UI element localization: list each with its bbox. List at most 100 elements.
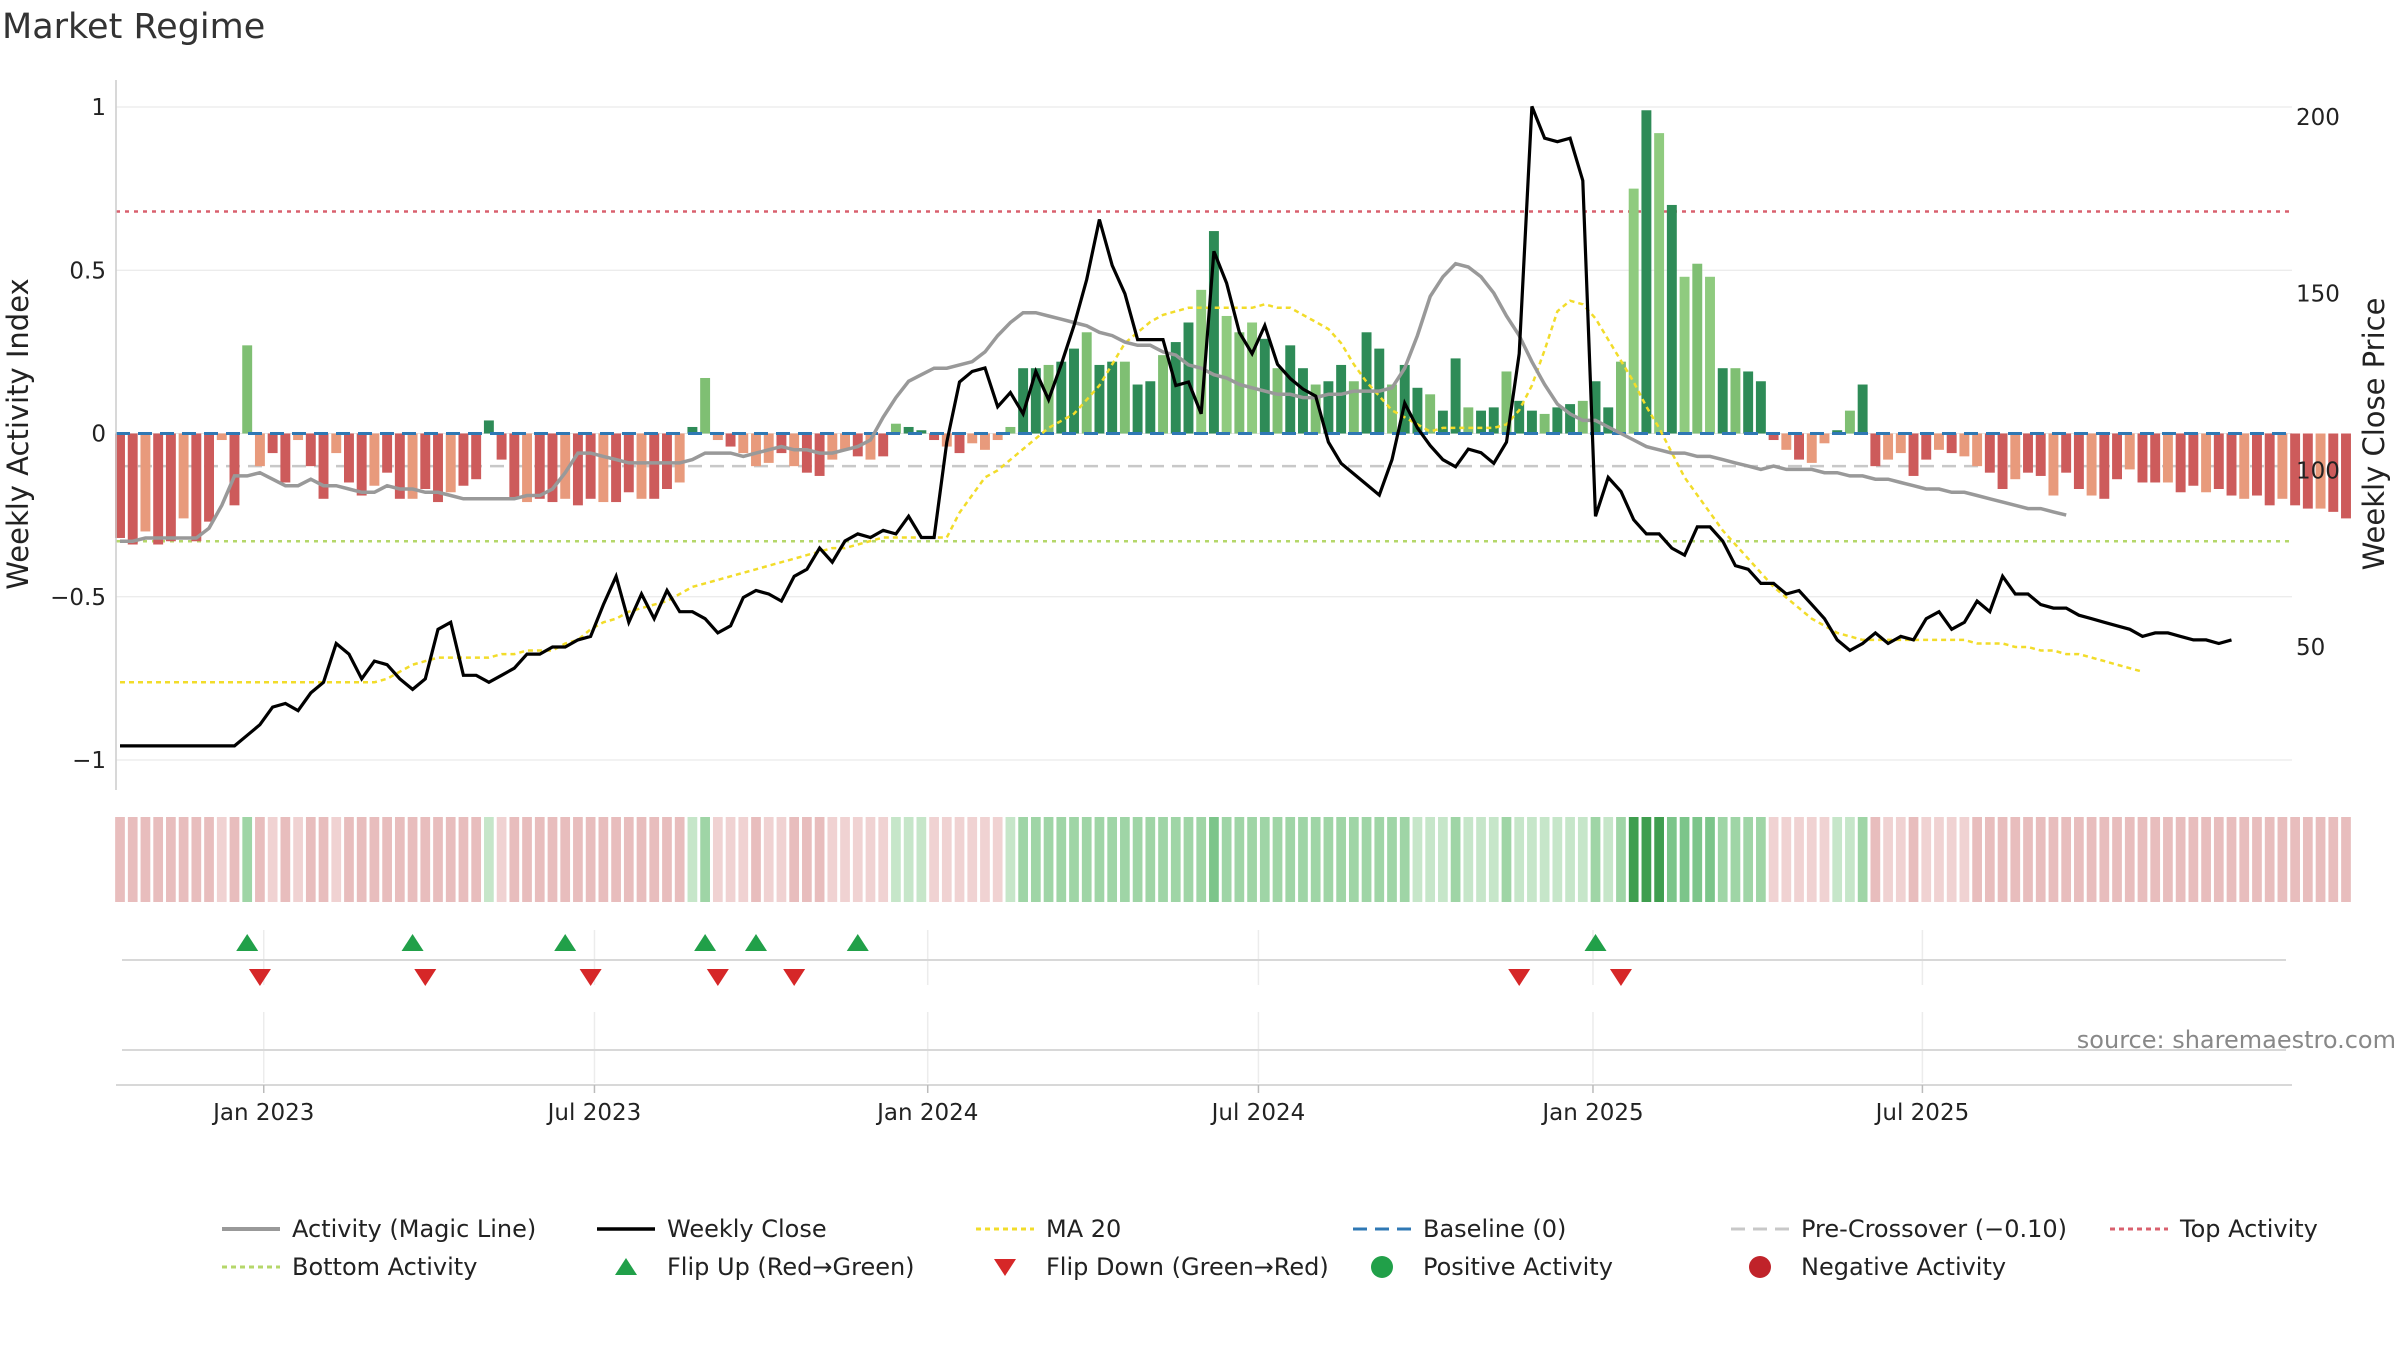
legend-label: MA 20 xyxy=(1046,1215,1121,1243)
regime-cell xyxy=(1514,817,1525,902)
activity-bar xyxy=(725,433,736,447)
regime-cell xyxy=(1832,817,1843,902)
activity-bar xyxy=(2099,433,2110,499)
activity-bar xyxy=(178,433,189,519)
activity-bar xyxy=(572,433,583,506)
regime-cell xyxy=(1794,817,1804,902)
activity-bar xyxy=(1310,384,1321,434)
activity-bar xyxy=(280,433,291,483)
regime-cell xyxy=(1488,817,1499,902)
y-tick-label-right: 200 xyxy=(2296,105,2340,131)
activity-bar xyxy=(2010,433,2021,480)
regime-cell xyxy=(1603,817,1614,902)
regime-cell xyxy=(725,817,736,902)
legend-label: Top Activity xyxy=(2179,1215,2318,1243)
regime-cell xyxy=(2175,817,2186,902)
activity-bar xyxy=(992,433,1003,441)
activity-bar xyxy=(204,433,215,522)
regime-cell xyxy=(1336,817,1346,902)
activity-bar xyxy=(967,433,978,444)
regime-cell xyxy=(1984,817,1995,902)
regime-cell xyxy=(1883,817,1893,902)
regime-cell xyxy=(611,817,621,902)
regime-cell xyxy=(445,817,456,902)
activity-bar xyxy=(2341,433,2351,519)
regime-cell xyxy=(1819,817,1830,902)
activity-bar xyxy=(382,433,393,473)
regime-cell xyxy=(1298,817,1308,902)
regime-cell xyxy=(229,817,240,902)
regime-cell xyxy=(1170,817,1181,902)
regime-cell xyxy=(2341,817,2351,902)
activity-bar xyxy=(1832,430,1843,434)
activity-bar xyxy=(1539,413,1550,434)
regime-cell xyxy=(2315,817,2326,902)
flip-down-marker xyxy=(1609,969,1632,986)
y-axis-label-right: Weekly Close Price xyxy=(2357,298,2391,571)
activity-bar xyxy=(1323,381,1334,434)
regime-cell xyxy=(1259,817,1270,902)
activity-bar xyxy=(2162,433,2173,483)
activity-bar xyxy=(1692,263,1703,434)
activity-bar xyxy=(2328,433,2339,512)
regime-cell xyxy=(1221,817,1232,902)
activity-bar xyxy=(636,433,647,499)
activity-bars xyxy=(115,110,2351,545)
activity-bar xyxy=(1208,231,1219,434)
regime-cell xyxy=(598,817,609,902)
legend-item: Flip Down (Green→Red) xyxy=(994,1253,1329,1281)
activity-bar xyxy=(2137,433,2148,483)
regime-cell xyxy=(2226,817,2237,902)
regime-cell xyxy=(1768,817,1779,902)
regime-cell xyxy=(522,817,532,902)
regime-cell xyxy=(1183,817,1194,902)
regime-cell xyxy=(852,817,863,902)
activity-bar xyxy=(2226,433,2237,496)
activity-bar xyxy=(611,433,622,503)
activity-bar xyxy=(560,433,571,499)
activity-bar xyxy=(1297,368,1308,434)
activity-bar xyxy=(1666,204,1677,434)
activity-bar xyxy=(1565,404,1576,434)
activity-bar xyxy=(1196,289,1207,434)
regime-cell xyxy=(2035,817,2046,902)
activity-bar xyxy=(433,433,443,503)
y-tick-label-right: 150 xyxy=(2296,282,2340,308)
regime-cell xyxy=(1705,817,1715,902)
regime-cell xyxy=(394,817,405,902)
regime-cell xyxy=(2137,817,2148,902)
activity-bar xyxy=(1628,188,1639,434)
flip-markers xyxy=(122,934,2286,1051)
activity-bar xyxy=(1768,433,1779,441)
activity-bar xyxy=(979,433,990,450)
activity-bar xyxy=(738,433,749,454)
flip-up-marker xyxy=(745,934,767,951)
regime-cell xyxy=(1043,817,1054,902)
activity-bar xyxy=(1005,426,1016,434)
activity-bar xyxy=(903,426,914,434)
regime-cell xyxy=(2239,817,2250,902)
regime-cell xyxy=(1438,817,1448,902)
activity-bar xyxy=(1361,332,1372,434)
regime-cell xyxy=(407,817,418,902)
activity-bar xyxy=(483,420,494,434)
activity-bar xyxy=(2213,433,2224,490)
regime-cell xyxy=(1845,817,1855,902)
regime-cell xyxy=(2302,817,2313,902)
activity-bar xyxy=(509,433,520,499)
legend-swatch xyxy=(615,1258,637,1275)
activity-bar xyxy=(331,433,342,454)
activity-bar xyxy=(1603,407,1614,434)
legend-swatch xyxy=(994,1259,1016,1276)
activity-magic-line xyxy=(120,261,2067,543)
regime-cell xyxy=(1616,817,1626,902)
regime-cell xyxy=(1552,817,1563,902)
regime-cell xyxy=(2074,817,2084,902)
activity-bar xyxy=(1501,371,1512,434)
regime-cell xyxy=(1310,817,1321,902)
regime-cell xyxy=(242,817,253,902)
regime-cell xyxy=(1463,817,1474,902)
activity-bar xyxy=(1641,110,1652,434)
activity-bar xyxy=(1514,400,1525,434)
